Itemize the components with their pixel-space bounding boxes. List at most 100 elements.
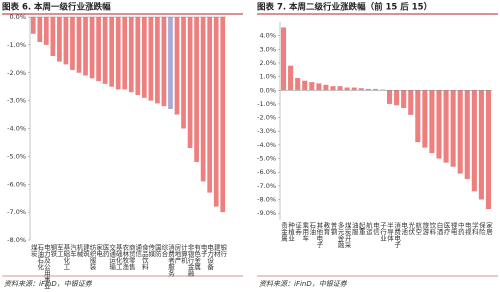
x-tick-label: 白酒 — [435, 221, 443, 237]
x-tick-label: 乘用车 — [301, 221, 309, 243]
bar — [135, 17, 141, 96]
x-tick-label: 传媒 — [147, 243, 155, 258]
bar — [415, 90, 421, 143]
bar — [89, 17, 95, 79]
bar — [63, 17, 69, 65]
y-tick-label: -9.0% — [257, 209, 276, 217]
bar — [161, 17, 167, 107]
x-tick-label: 综合 — [160, 243, 168, 258]
bar — [57, 17, 62, 62]
bar — [83, 17, 88, 76]
y-tick-label: 4.0% — [259, 32, 276, 40]
bar — [379, 89, 386, 91]
bar — [200, 17, 206, 182]
bar — [316, 83, 322, 91]
bar — [478, 90, 484, 200]
bar — [141, 17, 147, 98]
x-tick-label: 学科 — [470, 221, 478, 237]
x-tick-label: 煤炭 — [29, 243, 37, 258]
bar — [115, 17, 121, 90]
x-tick-label: 石油石化 — [36, 244, 44, 271]
bar — [351, 87, 357, 91]
x-tick-label: 机械 — [75, 243, 83, 258]
x-tick-label: 种植业 — [287, 221, 295, 242]
bar — [148, 17, 154, 101]
x-tick-label: 电视 — [463, 221, 471, 237]
bar — [220, 17, 226, 213]
bar — [457, 90, 463, 174]
x-tick-label: 医疗 — [442, 222, 450, 237]
y-tick-label: -3.0% — [257, 127, 276, 135]
chart-title: 图表 7. 本周二级行业涨跌幅（前 15 后 15） — [257, 2, 432, 13]
x-tick-label: 银行 — [219, 243, 227, 258]
x-tick-label: 多元金融 — [336, 221, 344, 250]
bar — [174, 17, 180, 115]
y-tick-label: -7.0% — [257, 182, 276, 190]
x-tick-label: 计算机 — [180, 243, 188, 265]
bar — [295, 77, 301, 91]
bar — [429, 90, 435, 154]
y-tick-label: 0.0% — [9, 13, 26, 21]
x-tick-label: 纺织服装 — [88, 243, 96, 271]
x-tick-label: 电池 — [400, 221, 408, 236]
y-tick-label: -5.0% — [7, 152, 26, 160]
x-tick-label: 半导体 — [386, 221, 394, 243]
bar — [464, 90, 470, 180]
x-tick-label: 家电 — [95, 243, 103, 257]
bar — [168, 17, 173, 109]
x-tick-label: 旅游 — [421, 221, 429, 237]
bar — [122, 17, 128, 90]
bar — [288, 65, 294, 91]
y-tick-label: -2.0% — [7, 69, 26, 77]
x-tick-label: 非银行金融 — [186, 243, 194, 278]
bar — [365, 88, 371, 91]
x-tick-label: 基础化工 — [114, 243, 122, 270]
bar — [471, 90, 477, 192]
y-tick-label: -6.0% — [7, 180, 26, 188]
x-tick-label: 电子 — [199, 243, 207, 257]
x-tick-label: 汽车 — [68, 243, 76, 258]
y-tick-label: -5.0% — [257, 155, 276, 163]
x-tick-label: 石油 — [308, 222, 316, 237]
x-tick-label: 消费者服务 — [166, 243, 174, 278]
y-tick-label: -1.0% — [7, 41, 26, 49]
bar — [181, 17, 186, 129]
bar — [187, 17, 193, 149]
bar — [372, 88, 378, 91]
bar — [436, 90, 442, 159]
x-tick-label: 消费电子 — [393, 221, 401, 249]
bar — [194, 17, 199, 162]
x-tick-label: 医药 — [101, 244, 109, 258]
x-tick-label: 建筑 — [82, 243, 90, 258]
x-tick-label: 电信 — [371, 221, 379, 237]
x-tick-label: 房地产 — [173, 243, 181, 265]
chart-title: 图表 6. 本周一级行业涨跌幅 — [2, 2, 111, 13]
bar — [207, 17, 213, 193]
y-tick-label: 2.0% — [259, 59, 276, 67]
x-tick-label: 电力设备 — [206, 243, 214, 271]
x-tick-label: 军工 — [55, 244, 63, 257]
bar — [337, 86, 343, 91]
x-tick-label: 油服 — [350, 221, 358, 237]
bar — [280, 27, 287, 91]
bar — [96, 17, 101, 82]
bar — [302, 80, 308, 91]
x-tick-label: 普钢 — [329, 221, 337, 237]
y-tick-label: -4.0% — [7, 125, 26, 133]
x-tick-label: 交通运输 — [108, 243, 116, 271]
bar — [323, 84, 329, 91]
bar — [102, 17, 108, 84]
y-tick-label: -8.0% — [257, 196, 276, 204]
source-note: 资料来源：iFinD，中银证券 — [4, 280, 93, 288]
y-tick-label: -2.0% — [257, 114, 276, 122]
y-tick-label: -7.0% — [7, 208, 26, 216]
bar — [70, 17, 75, 70]
bar — [443, 90, 449, 163]
bar — [43, 17, 49, 45]
y-tick-label: 3.0% — [259, 45, 276, 53]
x-tick-label: 商贸零售 — [127, 243, 135, 271]
x-tick-label: 通信 — [134, 243, 142, 258]
x-tick-label: 教育 — [322, 221, 330, 237]
bar — [450, 90, 456, 167]
